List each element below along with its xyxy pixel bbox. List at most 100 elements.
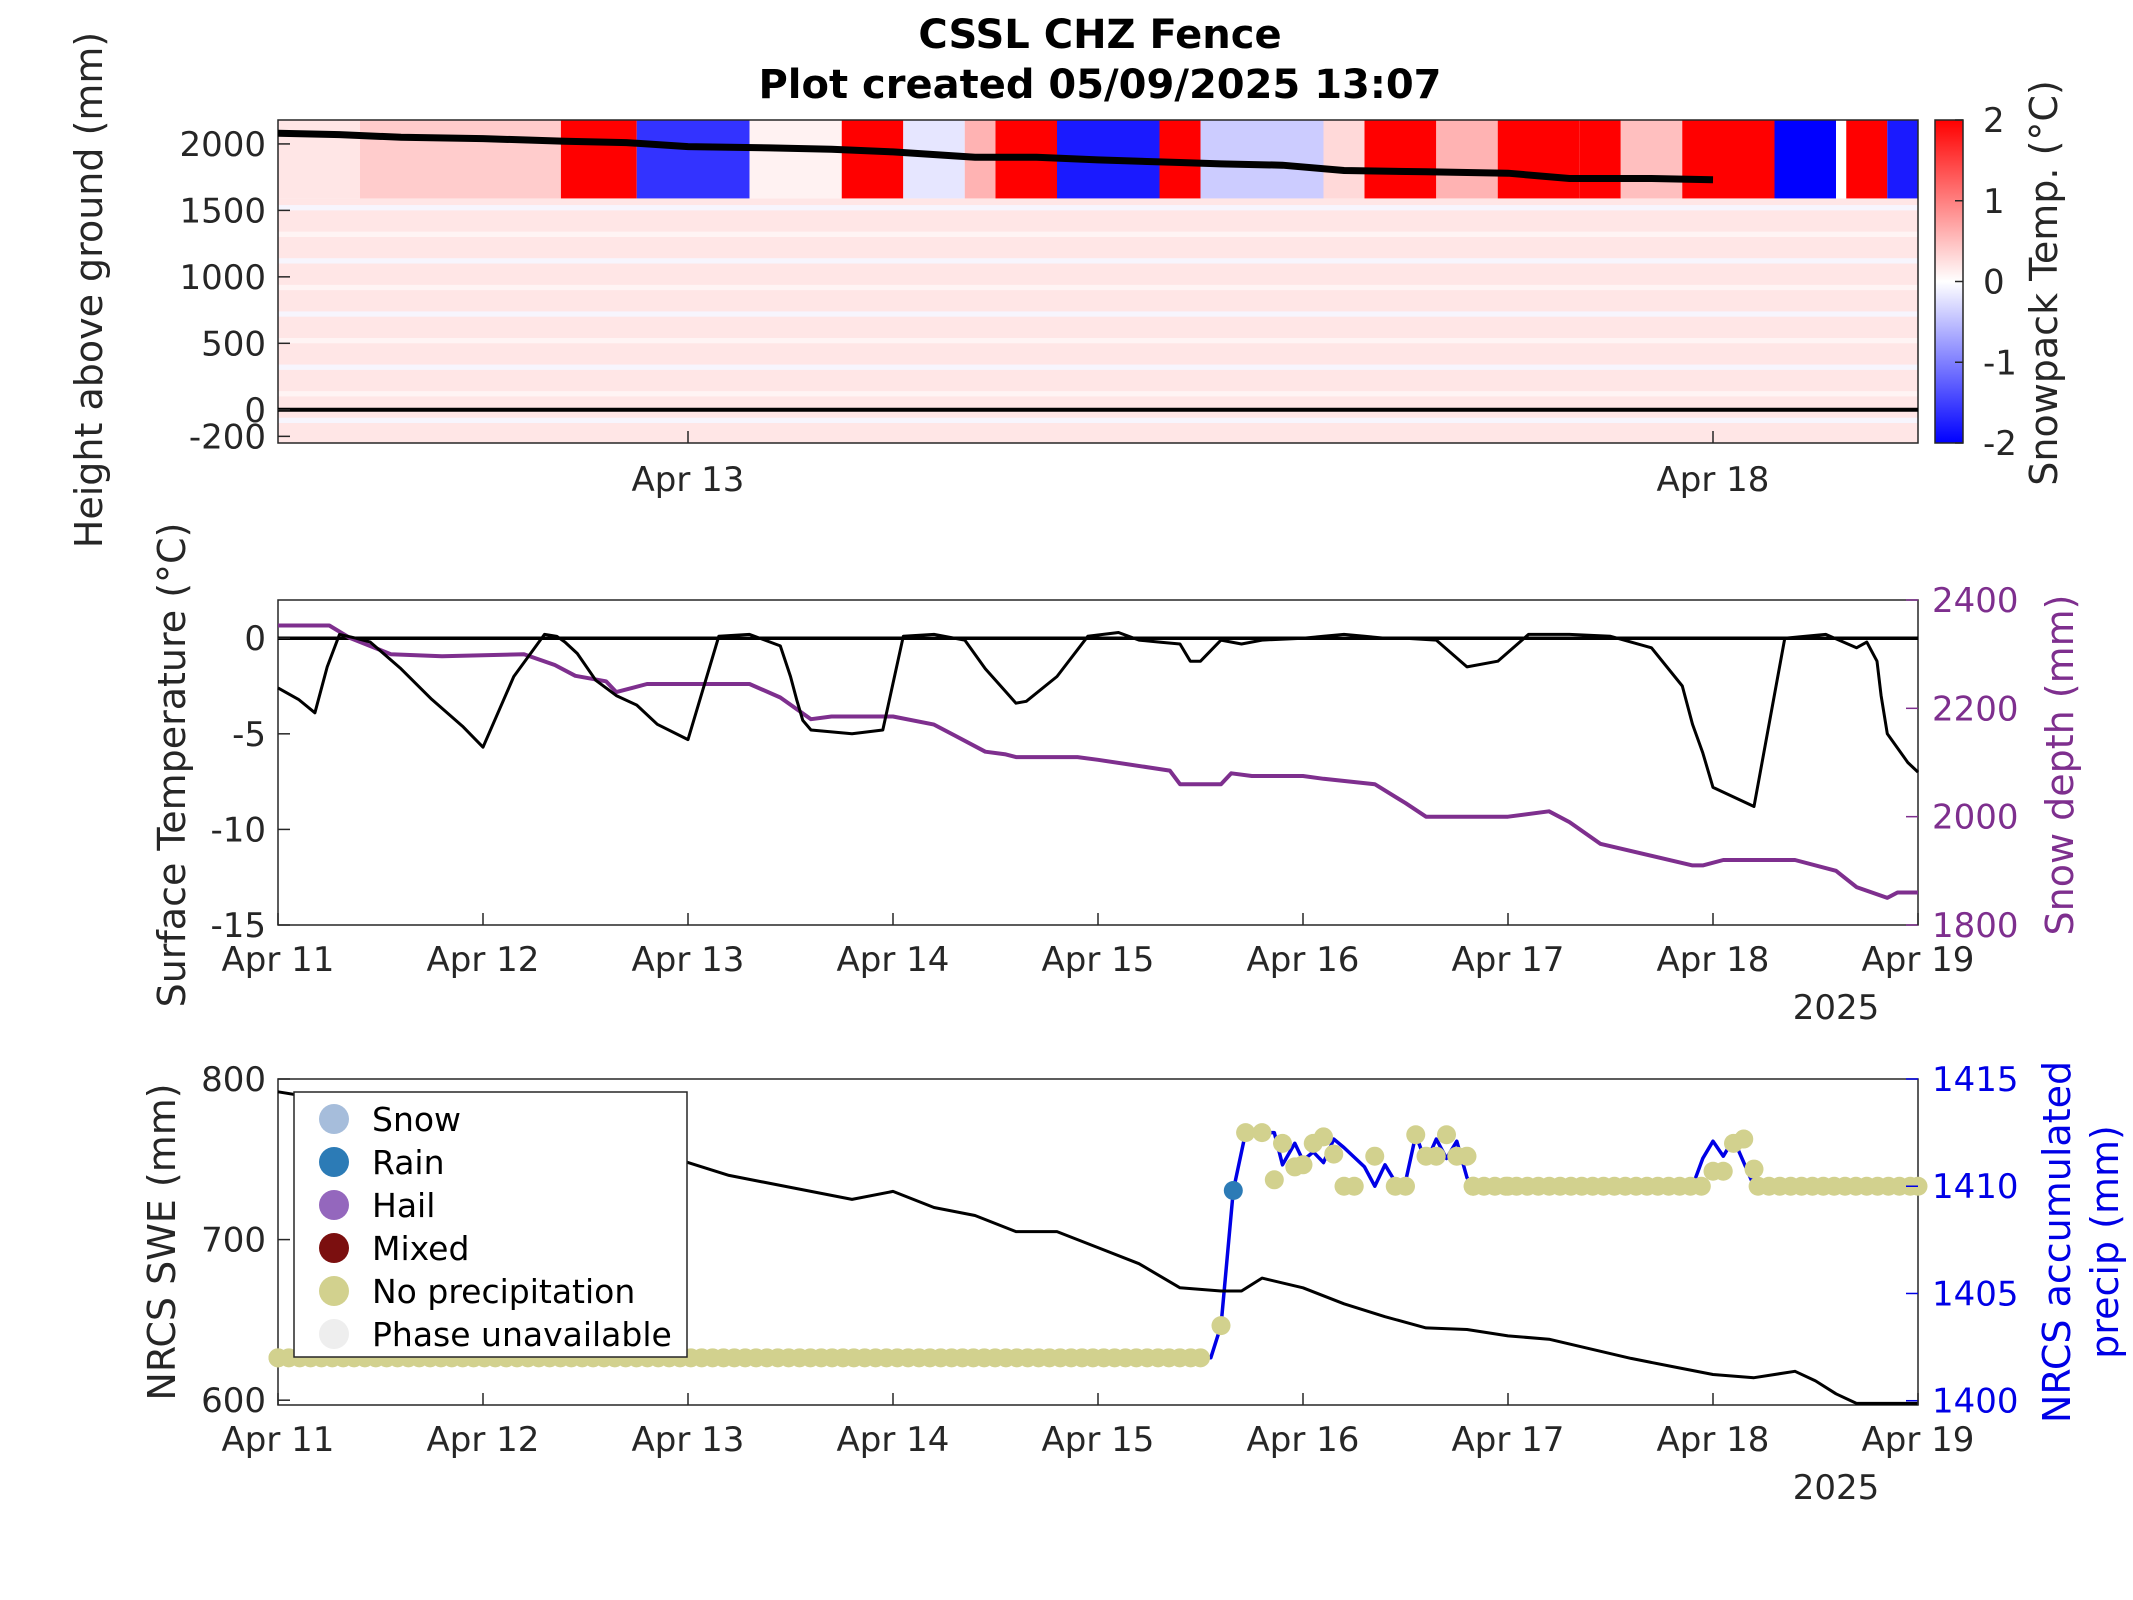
heatmap-cell <box>1836 120 1847 199</box>
precip-phase-marker <box>1437 1125 1456 1145</box>
heatmap-cell <box>841 120 904 199</box>
x-tick-label: Apr 18 <box>1657 1420 1770 1460</box>
precip-phase-marker <box>1457 1146 1477 1166</box>
heatmap-cell <box>1887 120 1918 199</box>
y-tick-label: 700 <box>201 1221 266 1261</box>
heatmap-cell <box>1436 120 1498 199</box>
y2-tick-label: 1410 <box>1932 1167 2019 1207</box>
y-tick-label: 500 <box>201 324 266 364</box>
surface-temperature-line <box>277 631 1920 808</box>
x-tick-label: Apr 16 <box>1247 1420 1360 1460</box>
heatmap-cell <box>1682 120 1775 199</box>
colorbar-label: Snowpack Temp. (°C) <box>2022 80 2066 486</box>
x-tick-label: Apr 12 <box>427 1420 540 1460</box>
y2-tick-label: 2000 <box>1932 798 2019 838</box>
heatmap-cell <box>1200 120 1324 199</box>
heatmap-striation <box>278 364 1918 370</box>
heatmap-lower-band <box>278 198 1918 443</box>
legend-marker-no-precipitation <box>319 1276 349 1306</box>
heatmap-axes-box <box>277 119 1919 444</box>
colorbar-tick-label: 1 <box>1983 182 2005 222</box>
y-axis-label: Surface Temperature (°C) <box>150 523 194 1008</box>
heatmap-cell <box>636 120 750 199</box>
x-tick-label: Apr 15 <box>1042 940 1155 980</box>
figure-title-line-1: CSSL CHZ Fence <box>918 12 1281 58</box>
legend-box <box>293 1091 688 1358</box>
precip-phase-marker <box>268 1348 288 1368</box>
surface-temperature-panel: 0 -5 -10 -15 2400 2200 2000 1800 Apr 11 Apr 12 Apr… <box>150 523 2082 1028</box>
legend: Snow Rain Hail Mixed No precipitation Phase u… <box>293 1091 688 1358</box>
precip-phase-marker <box>1264 1170 1284 1190</box>
precip-phase-marker <box>1365 1146 1385 1166</box>
legend-marker-hail <box>319 1190 349 1220</box>
y2-tick-label: 1415 <box>1932 1060 2019 1100</box>
legend-marker-snow <box>319 1104 349 1134</box>
x-tick-label: Apr 12 <box>427 940 540 980</box>
x-tick-label: Apr 14 <box>837 1420 950 1460</box>
heatmap-cell <box>560 120 637 199</box>
y-tick-label: -15 <box>210 906 266 946</box>
x-tick-label: Apr 13 <box>632 940 745 980</box>
colorbar-tick-label: 2 <box>1983 101 2005 141</box>
y-tick-label: -200 <box>189 417 266 457</box>
precip-phase-marker <box>1236 1123 1256 1143</box>
precip-phase-marker <box>1498 1176 1518 1196</box>
heatmap-striation <box>278 231 1918 237</box>
legend-marker-mixed <box>319 1233 349 1263</box>
heatmap-striation <box>278 205 1918 211</box>
x-tick-label: Apr 17 <box>1452 1420 1565 1460</box>
heatmap-cell <box>1620 120 1683 199</box>
heatmap-cell <box>749 120 842 199</box>
y-axis-label: NRCS SWE (mm) <box>140 1083 184 1400</box>
precip-phase-marker <box>1273 1133 1292 1153</box>
axes-box <box>277 599 1919 926</box>
precip-phase-marker <box>1744 1159 1764 1179</box>
y-tick-label: 2000 <box>179 125 266 165</box>
y-tick-label: -10 <box>210 810 266 850</box>
legend-label: Hail <box>372 1186 435 1225</box>
precip-phase-marker <box>1293 1155 1313 1175</box>
legend-label: Rain <box>372 1143 445 1182</box>
year-label: 2025 <box>1793 988 1880 1028</box>
x-tick-label: Apr 18 <box>1657 940 1770 980</box>
figure-title-line-2: Plot created 05/09/2025 13:07 <box>758 62 1441 108</box>
heatmap-striation <box>278 417 1918 424</box>
precip-phase-marker <box>1223 1181 1243 1201</box>
heatmap-striation <box>278 284 1918 291</box>
y2-axis-label-line-1: NRCS accumulated <box>2035 1061 2079 1423</box>
precip-phase-marker <box>1211 1316 1231 1336</box>
snow-surface-line <box>277 129 1714 184</box>
precip-phase-marker <box>1426 1146 1446 1166</box>
y2-tick-label: 1800 <box>1932 906 2019 946</box>
y-tick-label: -5 <box>232 715 266 755</box>
y2-tick-label: 2200 <box>1932 689 2019 729</box>
y2-tick-label: 2400 <box>1932 581 2019 621</box>
y-axis-label: Height above ground (mm) <box>67 32 111 549</box>
heatmap-striation <box>278 311 1918 317</box>
precip-phase-marker <box>1324 1144 1344 1164</box>
precip-phase-marker <box>1713 1161 1733 1181</box>
heatmap-cell <box>1774 120 1836 199</box>
x-tick-label: Apr 11 <box>222 940 335 980</box>
legend-label: No precipitation <box>372 1272 635 1311</box>
x-tick-label: Apr 19 <box>1862 940 1975 980</box>
snow-depth-line <box>278 623 1918 900</box>
precip-phase-marker <box>1691 1176 1711 1196</box>
y-tick-label: 0 <box>244 619 266 659</box>
precip-phase-marker <box>1396 1176 1415 1196</box>
heatmap-striation <box>278 337 1918 344</box>
heatmap-striation <box>278 391 1918 397</box>
y2-axis-label: Snow depth (mm) <box>2038 595 2082 936</box>
x-tick-label: Apr 19 <box>1862 1420 1975 1460</box>
legend-marker-phase-unavailable <box>319 1319 349 1349</box>
y-tick-label: 1500 <box>179 191 266 231</box>
heatmap-cell <box>1846 120 1888 199</box>
heatmap-cell <box>1579 120 1621 199</box>
year-label: 2025 <box>1793 1468 1880 1508</box>
nrcs-swe-panel: 800 700 600 1415 1410 1405 1400 Apr 11 Apr 12 Apr… <box>140 1060 2127 1508</box>
y-tick-label: 0 <box>244 391 266 431</box>
x-tick-label: Apr 18 <box>1657 460 1770 500</box>
x-tick-label: Apr 13 <box>632 460 745 500</box>
